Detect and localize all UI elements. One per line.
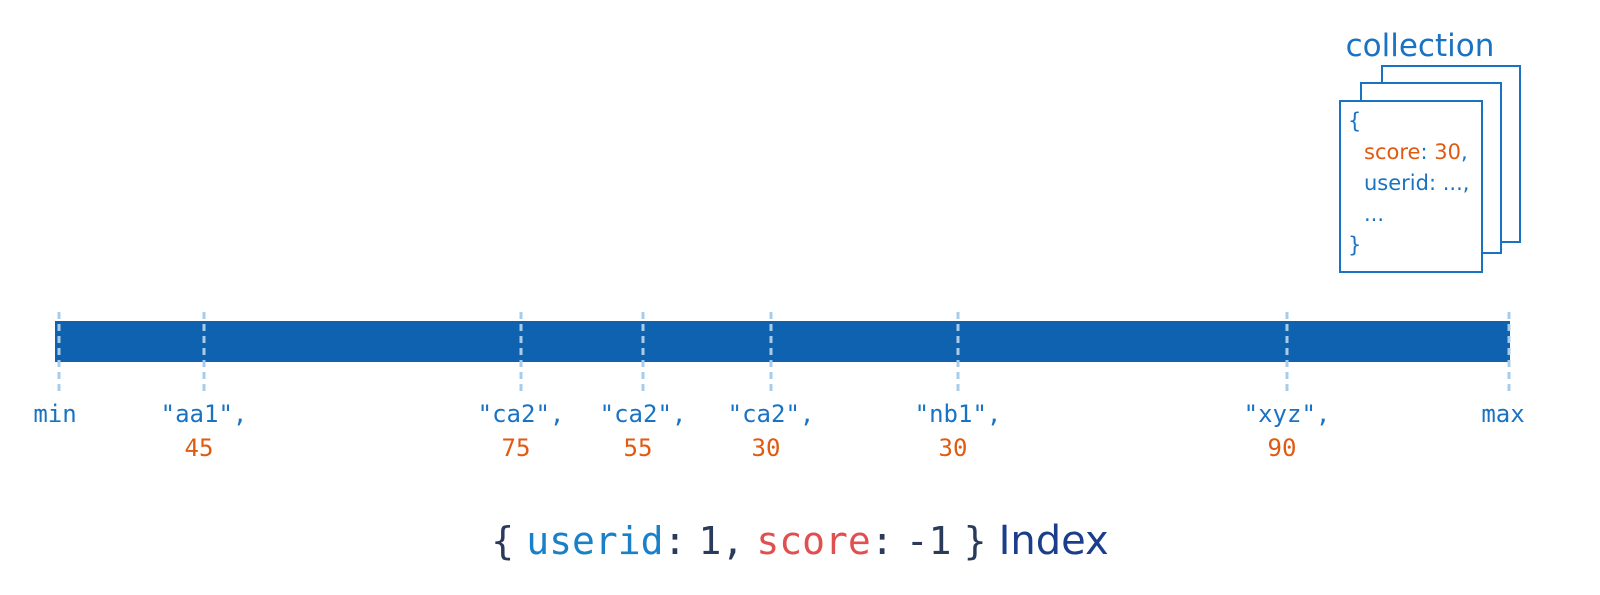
min-label: min (33, 400, 76, 428)
entry-key: "ca2", (478, 400, 565, 428)
index-bar (55, 321, 1510, 362)
entry-key: "nb1", (915, 400, 1002, 428)
doc-colon: : (1420, 140, 1428, 164)
entry-key: "ca2", (600, 400, 687, 428)
entry-key: "xyz", (1244, 400, 1331, 428)
entry-score: 30 (939, 434, 968, 462)
entry-score: 55 (624, 434, 653, 462)
entry-key: "ca2", (728, 400, 815, 428)
doc-score-line: score: 30, (1348, 137, 1469, 168)
entry-score: 90 (1268, 434, 1297, 462)
max-label: max (1481, 400, 1524, 428)
caption-colon: : (870, 519, 894, 563)
caption-userid-value: 1 (698, 519, 722, 563)
doc-close: } (1348, 233, 1362, 257)
entry-score: 75 (502, 434, 531, 462)
caption-open: { (491, 519, 515, 563)
caption-score: score (756, 519, 871, 563)
doc-comma: , (1460, 140, 1468, 164)
document: { score: 30, userid: ..., ... } (1348, 106, 1469, 261)
caption-label: Index (998, 518, 1109, 564)
entry-key: "aa1", (161, 400, 248, 428)
entry-score: 45 (185, 434, 214, 462)
doc-ellipsis: ... (1364, 202, 1385, 226)
caption-comma: , (721, 519, 745, 563)
caption: { userid: 1, score: -1 } Index (0, 518, 1600, 564)
doc-score-value: 30 (1434, 140, 1461, 164)
entry-score: 30 (752, 434, 781, 462)
caption-userid: userid (526, 519, 664, 563)
doc-score-key: score (1364, 140, 1421, 164)
caption-colon: : (663, 519, 687, 563)
caption-score-value: -1 (905, 519, 952, 563)
doc-userid-line: userid: ..., (1364, 171, 1470, 195)
page-front (1339, 100, 1483, 273)
collection-title: collection (1346, 28, 1495, 64)
caption-close: } (963, 519, 987, 563)
doc-open: { (1348, 109, 1362, 133)
